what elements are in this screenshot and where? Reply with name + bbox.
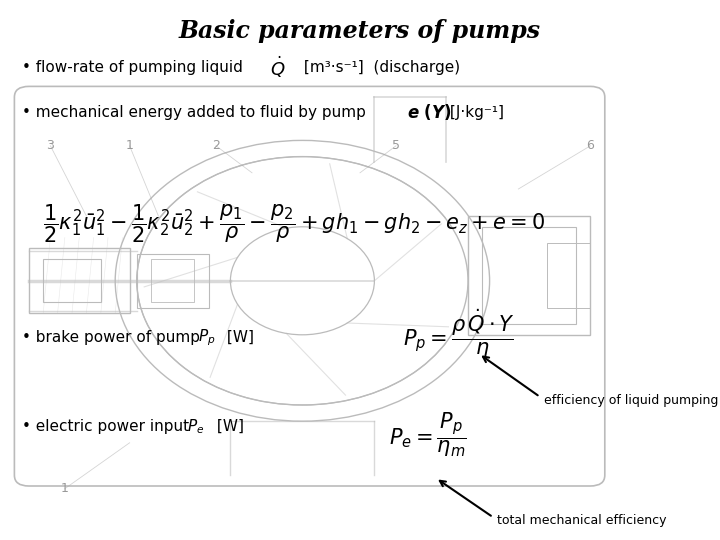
Bar	[43, 259, 101, 302]
Text: • flow-rate of pumping liquid: • flow-rate of pumping liquid	[22, 60, 243, 75]
Text: [W]: [W]	[212, 419, 244, 434]
Bar	[151, 259, 194, 302]
Text: [W]: [W]	[222, 330, 253, 345]
Text: $\dfrac{1}{2}\kappa_1^2 \bar{u}_1^2 - \dfrac{1}{2}\kappa_2^2 \bar{u}_2^2 + \dfra: $\dfrac{1}{2}\kappa_1^2 \bar{u}_1^2 - \d…	[43, 203, 545, 245]
Text: 5: 5	[392, 139, 400, 152]
Text: $\boldsymbol{P_p}$: $\boldsymbol{P_p}$	[198, 327, 215, 348]
Text: 2: 2	[212, 139, 220, 152]
Text: efficiency of liquid pumping: efficiency of liquid pumping	[544, 394, 718, 407]
Text: [J·kg⁻¹]: [J·kg⁻¹]	[445, 105, 504, 120]
Text: • brake power of pump: • brake power of pump	[22, 330, 199, 345]
Bar	[29, 248, 130, 313]
Bar	[137, 254, 209, 308]
Text: • mechanical energy added to fluid by pump: • mechanical energy added to fluid by pu…	[22, 105, 366, 120]
Text: $P_p = \dfrac{\rho\,\dot{Q}\cdot Y}{\eta}$: $P_p = \dfrac{\rho\,\dot{Q}\cdot Y}{\eta…	[403, 308, 516, 361]
Text: $\boldsymbol{e\ (Y)}$: $\boldsymbol{e\ (Y)}$	[407, 102, 451, 123]
Text: 1: 1	[126, 139, 133, 152]
Bar	[482, 227, 576, 324]
Text: • electric power input: • electric power input	[22, 419, 189, 434]
Text: Basic parameters of pumps: Basic parameters of pumps	[179, 19, 541, 43]
Text: 6: 6	[587, 139, 594, 152]
Text: [m³·s⁻¹]  (discharge): [m³·s⁻¹] (discharge)	[299, 60, 460, 75]
Text: 3: 3	[47, 139, 54, 152]
Bar	[468, 216, 590, 335]
Text: $P_e = \dfrac{P_p}{\eta_m}$: $P_e = \dfrac{P_p}{\eta_m}$	[389, 410, 467, 459]
Text: total mechanical efficiency: total mechanical efficiency	[497, 514, 666, 527]
Text: 1: 1	[61, 482, 68, 495]
Text: $\boldsymbol{P_e}$: $\boldsymbol{P_e}$	[187, 417, 204, 436]
Text: $\dot{Q}$: $\dot{Q}$	[270, 55, 285, 80]
Bar	[547, 243, 590, 308]
